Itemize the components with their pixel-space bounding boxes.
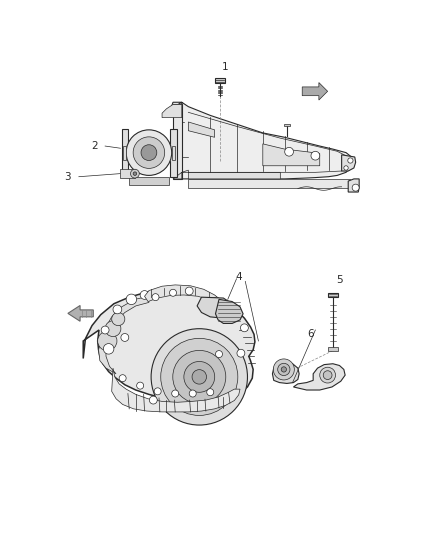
Polygon shape (171, 102, 353, 179)
Polygon shape (83, 289, 255, 402)
Circle shape (113, 305, 122, 314)
Polygon shape (172, 146, 175, 159)
Circle shape (281, 367, 286, 372)
Circle shape (103, 344, 114, 354)
Circle shape (344, 166, 348, 170)
Polygon shape (99, 296, 149, 374)
Circle shape (131, 169, 139, 178)
Circle shape (285, 147, 293, 156)
Circle shape (126, 130, 172, 175)
Text: 6: 6 (307, 329, 314, 340)
Text: 3: 3 (64, 172, 71, 182)
Polygon shape (173, 170, 280, 179)
Text: 5: 5 (336, 274, 343, 285)
Circle shape (112, 312, 125, 326)
Polygon shape (284, 124, 290, 126)
Polygon shape (215, 78, 225, 84)
Polygon shape (68, 305, 93, 321)
Circle shape (161, 338, 238, 415)
Circle shape (101, 326, 109, 334)
Circle shape (211, 297, 219, 305)
Circle shape (151, 329, 247, 425)
Circle shape (126, 294, 137, 304)
Circle shape (172, 390, 179, 397)
Polygon shape (215, 300, 243, 324)
Polygon shape (197, 297, 237, 318)
Text: 4: 4 (235, 272, 242, 282)
Polygon shape (188, 179, 350, 188)
Circle shape (184, 361, 215, 392)
Polygon shape (263, 144, 320, 166)
Circle shape (152, 294, 159, 301)
Polygon shape (162, 104, 182, 118)
Text: 2: 2 (91, 141, 98, 151)
Circle shape (189, 390, 196, 397)
Circle shape (320, 367, 336, 383)
Circle shape (105, 321, 121, 336)
Polygon shape (122, 128, 177, 177)
Polygon shape (348, 179, 359, 192)
Circle shape (140, 290, 149, 300)
Polygon shape (123, 146, 126, 159)
Circle shape (232, 313, 240, 321)
Polygon shape (328, 293, 338, 297)
Circle shape (149, 396, 157, 404)
Polygon shape (328, 347, 338, 351)
Circle shape (121, 334, 129, 342)
Circle shape (98, 332, 117, 351)
Circle shape (141, 145, 157, 160)
Circle shape (348, 158, 353, 163)
Polygon shape (129, 177, 169, 185)
Circle shape (273, 359, 294, 380)
Circle shape (133, 172, 137, 175)
Polygon shape (302, 83, 328, 100)
Circle shape (119, 375, 126, 382)
Circle shape (170, 289, 177, 296)
Polygon shape (272, 362, 299, 383)
Polygon shape (293, 364, 345, 390)
Circle shape (323, 371, 332, 379)
Polygon shape (342, 155, 356, 171)
Polygon shape (120, 169, 135, 178)
Polygon shape (173, 104, 182, 179)
Circle shape (154, 388, 161, 395)
Circle shape (173, 350, 226, 403)
Circle shape (352, 184, 359, 191)
Circle shape (133, 137, 165, 168)
Polygon shape (145, 285, 230, 312)
Text: 1: 1 (222, 62, 229, 72)
Polygon shape (188, 122, 215, 138)
Circle shape (192, 370, 207, 384)
Circle shape (240, 324, 248, 332)
Circle shape (215, 351, 223, 358)
Circle shape (137, 382, 144, 389)
Circle shape (237, 349, 245, 357)
Polygon shape (112, 368, 240, 412)
Circle shape (278, 364, 290, 376)
Circle shape (207, 389, 214, 395)
Circle shape (311, 151, 320, 160)
Circle shape (185, 287, 193, 295)
